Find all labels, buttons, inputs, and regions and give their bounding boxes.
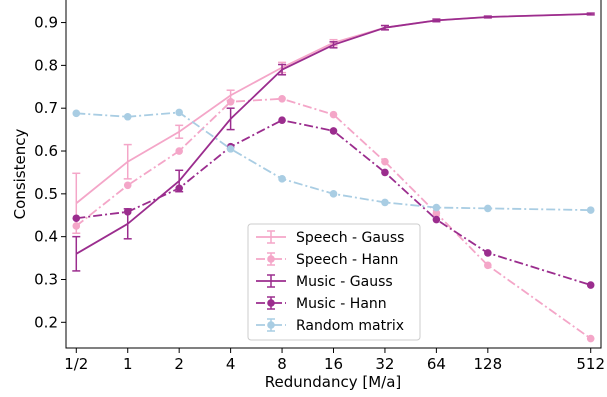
data-point: [381, 168, 389, 177]
x-tick-label: 32: [375, 355, 394, 373]
data-point: [175, 147, 183, 155]
data-point: [586, 334, 595, 343]
series-line: [76, 119, 591, 286]
y-tick-label: 0.8: [34, 56, 58, 74]
legend-label: Music - Gauss: [296, 274, 393, 290]
x-tick-label: 512: [576, 355, 605, 373]
legend-swatch-marker: [267, 255, 275, 263]
data-point: [123, 181, 132, 190]
data-point: [586, 206, 595, 214]
series-line: [76, 111, 591, 212]
data-point: [72, 222, 81, 230]
legend-item: Random matrix: [256, 318, 404, 334]
data-point: [278, 175, 286, 183]
data-point: [226, 97, 235, 106]
data-point: [175, 184, 183, 193]
legend-item: Speech - Hann: [256, 252, 398, 268]
y-tick-label: 0.5: [34, 185, 58, 203]
data-point: [432, 203, 441, 212]
data-point: [329, 110, 338, 119]
data-point: [123, 112, 132, 121]
data-point: [432, 209, 441, 217]
x-tick-label: 2: [174, 355, 184, 373]
x-tick-label: 64: [427, 355, 446, 373]
x-axis-label: Redundancy [M/a]: [265, 373, 402, 391]
data-point: [381, 198, 389, 207]
series-random-matrix: [72, 108, 595, 214]
y-tick-label: 0.6: [34, 142, 58, 160]
data-point: [72, 109, 81, 118]
legend-label: Random matrix: [296, 318, 404, 334]
y-tick-label: 0.3: [34, 270, 58, 288]
y-tick-label: 0.9: [34, 14, 58, 32]
x-tick-label: 1/2: [64, 355, 88, 373]
data-point: [123, 208, 132, 216]
series-line: [75, 97, 592, 340]
series-music-hann: [72, 116, 595, 289]
y-axis-label: Consistency: [11, 129, 29, 220]
series-line: [75, 13, 591, 255]
data-point: [586, 281, 595, 289]
x-tick-label: 1: [123, 355, 133, 373]
legend-item: Speech - Gauss: [256, 230, 404, 246]
data-point: [278, 116, 286, 124]
data-point: [484, 249, 492, 257]
legend-label: Music - Hann: [296, 296, 387, 312]
x-tick-label: 128: [474, 355, 503, 373]
y-tick-label: 0.4: [34, 228, 58, 246]
data-point: [432, 215, 441, 224]
data-point: [72, 214, 81, 223]
data-point: [278, 94, 286, 103]
series-speech-hann: [72, 94, 595, 343]
legend-item: Music - Hann: [256, 296, 387, 312]
x-tick-label: 16: [324, 355, 343, 373]
y-tick-label: 0.2: [34, 313, 58, 331]
legend-item: Music - Gauss: [256, 274, 393, 290]
x-tick-label: 4: [226, 355, 236, 373]
legend-label: Speech - Hann: [296, 252, 398, 268]
x-tick-label: 8: [277, 355, 287, 373]
data-point: [175, 108, 183, 117]
data-point: [329, 190, 338, 198]
legend: Speech - Gauss Speech - Hann Music - Gauss…: [247, 223, 421, 341]
data-point: [226, 145, 235, 153]
data-point: [484, 261, 492, 270]
data-point: [329, 127, 338, 135]
legend-swatch-marker: [267, 299, 275, 307]
legend-label: Speech - Gauss: [296, 230, 404, 246]
legend-box: [247, 223, 421, 341]
data-point: [381, 157, 389, 166]
legend-swatch-marker: [267, 321, 275, 329]
data-point: [484, 204, 492, 213]
y-tick-label: 0.7: [34, 99, 58, 117]
